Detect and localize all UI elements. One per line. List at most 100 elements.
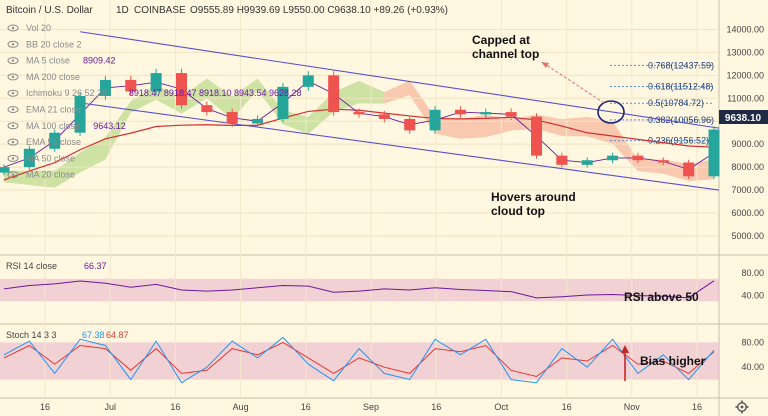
candle-body xyxy=(505,112,517,117)
fib-label: 0.768(12437.59) xyxy=(648,60,714,70)
rsi-label: RSI 14 close xyxy=(6,261,57,271)
time-tick-label: 16 xyxy=(40,402,50,412)
candle-body xyxy=(49,132,61,149)
eye-outline xyxy=(7,106,19,113)
eye-icon xyxy=(7,154,19,162)
time-tick-label: 16 xyxy=(301,402,311,412)
eye-outline xyxy=(7,138,19,146)
chart-timeframe[interactable]: 1D xyxy=(116,5,129,16)
candle-body xyxy=(353,112,365,115)
rsi-value: 66.37 xyxy=(84,261,107,271)
eye-pupil xyxy=(11,173,15,176)
channel-bottom xyxy=(79,102,720,191)
price-tick-label: 14000.00 xyxy=(726,24,764,34)
candle-body xyxy=(252,118,264,124)
eye-pupil xyxy=(11,59,15,62)
legend-label: BB 20 close 2 xyxy=(26,39,82,49)
eye-icon xyxy=(7,89,19,97)
hovers-note-line1: Hovers around xyxy=(491,190,576,204)
candle-body xyxy=(632,155,644,161)
eye-outline xyxy=(7,171,19,179)
eye-outline xyxy=(7,122,19,130)
candle-body xyxy=(657,160,669,163)
eye-outline xyxy=(7,57,19,65)
time-axis: 16 Jul 16 Aug 16 Sep 16 Oct 16 Nov 16 xyxy=(40,402,702,412)
candle-body xyxy=(176,73,187,106)
stoch-k-value: 67.38 xyxy=(82,330,105,340)
candle-body xyxy=(581,160,593,165)
time-tick-label: Aug xyxy=(233,402,249,412)
eye-pupil xyxy=(11,75,15,79)
rsi-tick-label: 80.00 xyxy=(741,268,764,278)
eye-outline xyxy=(7,89,19,97)
candle-body xyxy=(302,75,314,87)
candle-body xyxy=(378,114,390,119)
settings-gear-icon[interactable] xyxy=(735,400,749,414)
time-tick-label: 16 xyxy=(431,402,441,412)
stoch-series xyxy=(3,336,715,384)
rsi-series xyxy=(3,280,715,299)
candle-body xyxy=(125,79,137,92)
eye-icon xyxy=(7,73,19,81)
rsi-note: RSI above 50 xyxy=(624,290,699,304)
eye-icon xyxy=(7,40,19,48)
legend-label: MA 5 close xyxy=(26,56,70,66)
eye-icon xyxy=(7,57,19,65)
grid xyxy=(0,0,719,398)
candles xyxy=(0,68,720,179)
eye-pupil xyxy=(11,124,15,127)
chart-exchange[interactable]: COINBASE xyxy=(134,5,186,16)
candle-body xyxy=(429,109,441,131)
legend-value: 8909.42 xyxy=(83,56,116,66)
price-tick-label: 12000.00 xyxy=(726,70,764,80)
time-tick-label: 16 xyxy=(562,402,572,412)
cloud-bull xyxy=(4,78,385,188)
rsi-band xyxy=(0,278,719,302)
candle-body xyxy=(404,118,416,131)
time-tick-label: 16 xyxy=(170,402,180,412)
candle-body xyxy=(99,79,111,96)
highlight-ellipse xyxy=(597,100,625,124)
legend-value: 9643.12 xyxy=(93,121,126,131)
price-channel xyxy=(79,31,720,191)
legend-label: MA 20 close xyxy=(26,170,75,180)
chart-ohlc: O9555.89 H9939.69 L9550.00 C9638.10 +89.… xyxy=(190,5,448,16)
right-axis-bg xyxy=(719,0,768,416)
stoch-d-value: 64.87 xyxy=(106,330,129,340)
legend-label: MA 50 close xyxy=(26,153,75,163)
legend-label: MA 200 close xyxy=(26,72,80,82)
legend-label: EMA 55 close xyxy=(26,137,81,147)
candle-body xyxy=(0,167,10,173)
legend-label: MA 100 close xyxy=(26,121,80,131)
capped-note-line2: channel top xyxy=(472,47,539,61)
last-price-value: 9638.10 xyxy=(725,113,762,124)
eye-pupil xyxy=(11,26,15,30)
eye-outline xyxy=(7,73,19,81)
time-tick-label: Jul xyxy=(104,402,116,412)
projection-arrow xyxy=(544,63,605,104)
candle-body xyxy=(277,86,289,119)
fib-label: 0.382(10056.96) xyxy=(648,115,714,125)
time-tick-label: Nov xyxy=(624,402,641,412)
candle-body xyxy=(683,162,695,177)
price-tick-label: 8000.00 xyxy=(731,162,764,172)
candle-body xyxy=(556,155,568,165)
stoch-tick-label: 40.00 xyxy=(741,362,764,372)
fib-label: 0.5(10784.72) xyxy=(648,98,704,108)
time-tick-label: Oct xyxy=(494,402,509,412)
projection-arrow-head xyxy=(541,62,549,68)
stoch-k-line xyxy=(3,336,715,384)
bias-arrow-head xyxy=(621,345,629,353)
rsi-line xyxy=(3,280,715,299)
eye-pupil xyxy=(11,157,15,160)
price-tick-label: 13000.00 xyxy=(726,47,764,57)
eye-outline xyxy=(7,154,19,162)
chart-symbol[interactable]: Bitcoin / U.S. Dollar xyxy=(6,5,93,16)
price-tick-label: 6000.00 xyxy=(731,208,764,218)
candle-body xyxy=(708,129,720,177)
eye-icon xyxy=(7,106,19,113)
legend-label: EMA 21 close xyxy=(26,105,81,115)
candle-body xyxy=(226,112,238,124)
candle-body xyxy=(454,109,466,115)
